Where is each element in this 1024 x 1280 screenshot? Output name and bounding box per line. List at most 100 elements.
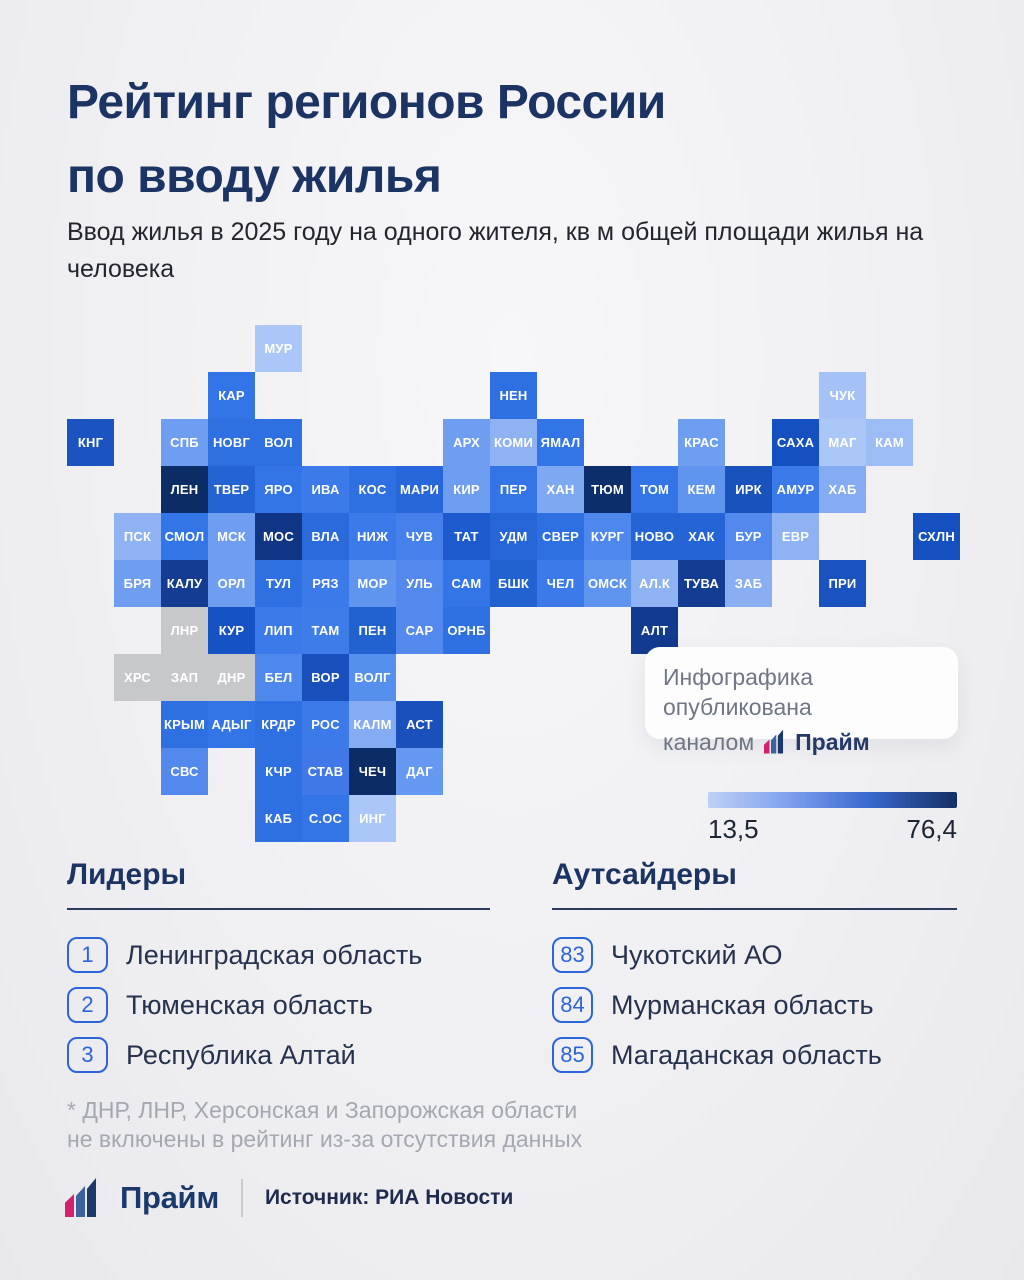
region-tile-label: КИР: [453, 482, 480, 497]
rank-badge: 1: [67, 937, 108, 973]
region-tile-label: ПЕН: [358, 623, 387, 638]
page-title: Рейтинг регионов России по вводу жилья: [67, 66, 967, 214]
region-tile: СТАВ: [302, 748, 349, 795]
region-tile: ТАТ: [443, 513, 490, 560]
region-tile-label: НОВО: [634, 529, 675, 544]
rank-badge: 3: [67, 1037, 108, 1073]
region-tile: ХАБ: [819, 466, 866, 513]
region-tile-label: КАЛМ: [353, 717, 392, 732]
region-tile: ВОЛГ: [349, 654, 396, 701]
region-tile-label: ЯРО: [264, 482, 293, 497]
outsiders-section: Аутсайдеры 83 Чукотский АО 84 Мурманская об…: [552, 858, 957, 1080]
region-tile-label: КРДР: [261, 717, 296, 732]
region-tile-label: НОВГ: [212, 435, 251, 450]
region-name: Тюменская область: [126, 989, 373, 1020]
region-tile: НОВО: [631, 513, 678, 560]
region-tile: АМУР: [772, 466, 819, 513]
region-tile-label: ОРЛ: [217, 576, 246, 591]
region-tile-label: ДАГ: [406, 764, 433, 779]
region-tile-label: ТАТ: [454, 529, 479, 544]
rank-badge: 2: [67, 987, 108, 1023]
region-tile: НЕН: [490, 372, 537, 419]
region-tile: КИР: [443, 466, 490, 513]
region-tile-label: АЛ.К: [638, 576, 670, 591]
region-tile: САМ: [443, 560, 490, 607]
region-tile: РОС: [302, 701, 349, 748]
region-tile: КУР: [208, 607, 255, 654]
page-subtitle: Ввод жилья в 2025 году на одного жителя,…: [67, 218, 924, 283]
leaders-list: 1 Ленинградская область 2 Тюменская область…: [67, 930, 490, 1080]
prime-logo-icon: [764, 729, 784, 754]
rank-badge: 85: [552, 1037, 593, 1073]
region-tile-label: ХАБ: [828, 482, 857, 497]
region-name: Республика Алтай: [126, 1039, 356, 1070]
region-tile-label: ХАК: [688, 529, 715, 544]
region-tile: КОС: [349, 466, 396, 513]
region-tile-label: ЗАП: [170, 670, 199, 685]
region-tile: УДМ: [490, 513, 537, 560]
footer-divider: [240, 1178, 243, 1217]
rank-row: 2 Тюменская область: [67, 980, 490, 1030]
region-tile: ТЮМ: [584, 466, 631, 513]
region-tile-label: РОС: [311, 717, 340, 732]
region-tile: ХАН: [537, 466, 584, 513]
region-tile: ПЕР: [490, 466, 537, 513]
region-tile: ПРИ: [819, 560, 866, 607]
region-tile: МОР: [349, 560, 396, 607]
region-tile-label: С.ОС: [308, 811, 343, 826]
region-tile: СВС: [161, 748, 208, 795]
region-tile-label: ДНР: [217, 670, 246, 685]
region-tile: ВОР: [302, 654, 349, 701]
region-tile-label: АРХ: [453, 435, 480, 450]
region-tile-label: ХРС: [123, 670, 151, 685]
region-tile-label: НЕН: [499, 388, 528, 403]
footnote-line2: не включены в рейтинг из-за отсутствия д…: [67, 1126, 583, 1152]
region-tile-label: БУР: [735, 529, 762, 544]
color-scale-bar: [708, 792, 957, 808]
region-tile: С.ОС: [302, 795, 349, 842]
region-tile-label: КЧР: [265, 764, 292, 779]
region-tile-label: ВЛА: [311, 529, 340, 544]
region-tile: ПСК: [114, 513, 161, 560]
region-tile: МАРИ: [396, 466, 443, 513]
region-tile-label: КАР: [218, 388, 245, 403]
region-tile-label: АДЫГ: [211, 717, 252, 732]
region-tile: САР: [396, 607, 443, 654]
footer-source: Источник: РИА Новости: [264, 1185, 514, 1209]
region-tile-label: МОС: [263, 529, 294, 544]
region-tile-label: БРЯ: [123, 576, 152, 591]
region-tile-label: ПРИ: [828, 576, 857, 591]
region-tile: ОРЛ: [208, 560, 255, 607]
region-tile-label: ЧЕЧ: [358, 764, 387, 779]
region-tile-label: ВОЛГ: [354, 670, 391, 685]
region-tile-label: САР: [405, 623, 434, 638]
region-tile: ТОМ: [631, 466, 678, 513]
region-tile: КАЛУ: [161, 560, 208, 607]
region-tile-label: ЛИП: [264, 623, 293, 638]
region-name: Мурманская область: [611, 989, 874, 1020]
region-tile-label: УДМ: [499, 529, 528, 544]
region-tile: НОВГ: [208, 419, 255, 466]
region-tile-label: ЧЕЛ: [546, 576, 575, 591]
rank-row: 3 Республика Алтай: [67, 1030, 490, 1080]
region-tile-label: КОМИ: [493, 435, 534, 450]
leaders-section: Лидеры 1 Ленинградская область 2 Тюменская …: [67, 858, 490, 1080]
prime-logo-icon: [65, 1178, 96, 1217]
region-tile: БРЯ: [114, 560, 161, 607]
region-tile: КРЫМ: [161, 701, 208, 748]
region-tile-label: АСТ: [406, 717, 433, 732]
region-tile-label: АМУР: [776, 482, 815, 497]
region-tile-label: ХАН: [546, 482, 575, 497]
region-tile-label: СВС: [170, 764, 199, 779]
region-tile: НИЖ: [349, 513, 396, 560]
region-tile: МОС: [255, 513, 302, 560]
region-tile: АЛТ: [631, 607, 678, 654]
region-tile-label: СПБ: [170, 435, 199, 450]
outsiders-divider: [552, 908, 957, 910]
region-tile-label: ПЕР: [499, 482, 528, 497]
badge-text-line1: Инфографика опубликована: [663, 664, 814, 720]
region-tile-label: ТУЛ: [265, 576, 292, 591]
region-tile: АСТ: [396, 701, 443, 748]
rank-row: 1 Ленинградская область: [67, 930, 490, 980]
color-scale-max: 76,4: [906, 814, 957, 844]
